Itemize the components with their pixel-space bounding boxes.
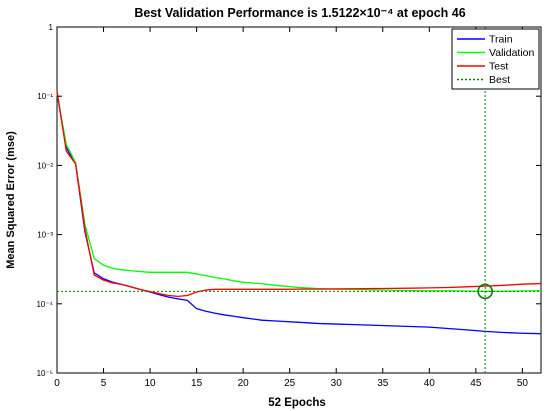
x-ticks: 0 5 10 15 20 25 30 35 40 45 50	[54, 27, 528, 389]
y-ticks: 1 10⁻¹ 10⁻² 10⁻³ 10⁻⁴ 10⁻⁵	[36, 23, 541, 378]
x-axis-label: 52 Epochs	[268, 397, 326, 409]
legend-label-best: Best	[489, 74, 510, 86]
x-tick-label: 35	[377, 378, 389, 389]
series-layer	[56, 90, 542, 335]
y-tick-label: 1	[49, 23, 54, 32]
y-axis-label: Mean Squared Error (mse)	[5, 131, 17, 269]
x-tick-label: 5	[101, 378, 107, 389]
y-tick-label: 10⁻¹	[37, 92, 53, 101]
y-tick-label: 10⁻⁵	[37, 369, 53, 378]
y-tick-label: 10⁻³	[37, 231, 53, 240]
legend-label-test: Test	[489, 61, 508, 73]
y-tick-label: 10⁻²	[37, 161, 53, 170]
x-tick-label: 20	[238, 378, 250, 389]
legend-label-validation: Validation	[489, 47, 534, 59]
series-line-train	[56, 93, 542, 335]
y-tick-label: 10⁻⁴	[36, 300, 53, 309]
best-point-marker	[477, 283, 493, 300]
x-tick-label: 0	[54, 378, 60, 389]
legend-label-train: Train	[489, 34, 513, 46]
x-tick-label: 15	[191, 378, 203, 389]
x-tick-label: 10	[145, 378, 157, 389]
x-tick-label: 30	[331, 378, 343, 389]
x-tick-label: 45	[470, 378, 482, 389]
x-tick-label: 40	[424, 378, 436, 389]
chart-title: Best Validation Performance is 1.5122×10…	[134, 6, 465, 20]
series-line-test	[56, 90, 542, 298]
series-line-validation	[56, 93, 542, 293]
x-tick-label: 50	[517, 378, 529, 389]
x-tick-label: 25	[284, 378, 296, 389]
